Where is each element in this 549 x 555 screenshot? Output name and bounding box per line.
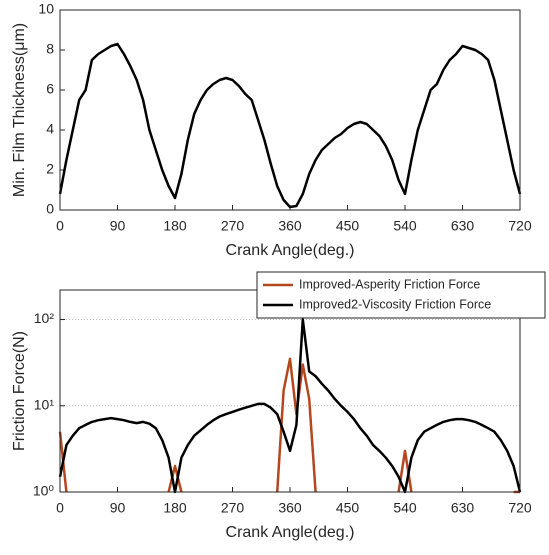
x-tick-label: 630 xyxy=(451,218,475,234)
legend-label: Improved-Asperity Friction Force xyxy=(299,277,480,291)
axes-frame xyxy=(59,9,521,211)
y-tick-label: 0 xyxy=(46,201,54,217)
series-line xyxy=(58,318,522,494)
series-line xyxy=(58,42,522,209)
x-tick-label: 90 xyxy=(110,500,126,516)
y-tick-label: 10⁰ xyxy=(33,483,55,499)
x-tick-label: 360 xyxy=(278,218,302,234)
y-tick-label: 2 xyxy=(46,161,54,177)
x-tick-label: 720 xyxy=(508,218,532,234)
x-tick-label: 180 xyxy=(163,218,187,234)
y-axis-label: Min. Film Thickness(μm) xyxy=(11,23,28,197)
legend-box xyxy=(256,271,546,319)
x-tick-label: 540 xyxy=(393,500,417,516)
x-tick-label: 270 xyxy=(221,218,245,234)
x-tick-label: 0 xyxy=(56,500,64,516)
x-tick-label: 270 xyxy=(221,500,245,516)
y-tick-label: 10² xyxy=(34,310,55,326)
x-tick-label: 450 xyxy=(336,500,360,516)
x-tick-label: 450 xyxy=(336,218,360,234)
y-tick-label: 8 xyxy=(46,41,54,57)
plot-area xyxy=(60,10,520,210)
x-tick-label: 360 xyxy=(278,500,302,516)
x-tick-label: 180 xyxy=(163,500,187,516)
x-tick-label: 540 xyxy=(393,218,417,234)
x-tick-label: 0 xyxy=(56,218,64,234)
x-tick-label: 630 xyxy=(451,500,475,516)
x-tick-label: 90 xyxy=(110,218,126,234)
x-tick-label: 720 xyxy=(508,500,532,516)
y-tick-label: 4 xyxy=(46,121,54,137)
x-axis-label: Crank Angle(deg.) xyxy=(226,524,355,541)
y-tick-label: 6 xyxy=(46,81,54,97)
y-axis-label: Friction Force(N) xyxy=(11,331,28,451)
y-tick-label: 10 xyxy=(38,1,54,17)
y-tick-label: 10¹ xyxy=(34,396,55,412)
x-axis-label: Crank Angle(deg.) xyxy=(226,242,355,259)
legend-label: Improved2-Viscosity Friction Force xyxy=(299,297,491,311)
plot-area xyxy=(60,290,520,492)
